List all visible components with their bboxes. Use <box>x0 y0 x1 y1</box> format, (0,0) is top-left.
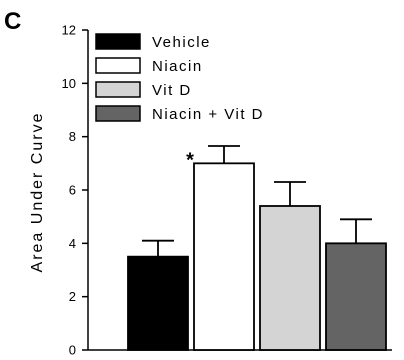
legend-label-3: Niacin + Vit D <box>152 106 264 123</box>
legend-label-1: Niacin <box>152 58 203 75</box>
legend-swatch-3 <box>95 105 141 122</box>
annotation-1: * <box>186 149 194 171</box>
panel-label: C <box>4 8 21 35</box>
bar-3 <box>325 242 387 351</box>
bars: * <box>127 145 387 351</box>
legend-swatch-0 <box>95 33 141 50</box>
bar-2 <box>259 205 321 351</box>
legend-label-0: Vehicle <box>152 34 211 51</box>
y-tick-label-3: 6 <box>69 183 76 198</box>
bar-1 <box>193 162 255 351</box>
y-tick-label-0: 0 <box>69 343 76 358</box>
y-tick-label-6: 12 <box>62 23 76 38</box>
y-axis-title: Area Under Curve <box>29 112 46 273</box>
y-tick-label-5: 10 <box>62 76 76 91</box>
legend-swatch-1 <box>95 57 141 74</box>
legend-swatch-2 <box>95 81 141 98</box>
y-tick-label-2: 4 <box>69 236 76 251</box>
bar-0 <box>127 255 189 351</box>
legend-label-2: Vit D <box>152 82 192 99</box>
y-tick-label-1: 2 <box>69 289 76 304</box>
y-tick-label-4: 8 <box>69 129 76 144</box>
legend: Vehicle Niacin Vit D Niacin + Vit D <box>95 33 264 123</box>
